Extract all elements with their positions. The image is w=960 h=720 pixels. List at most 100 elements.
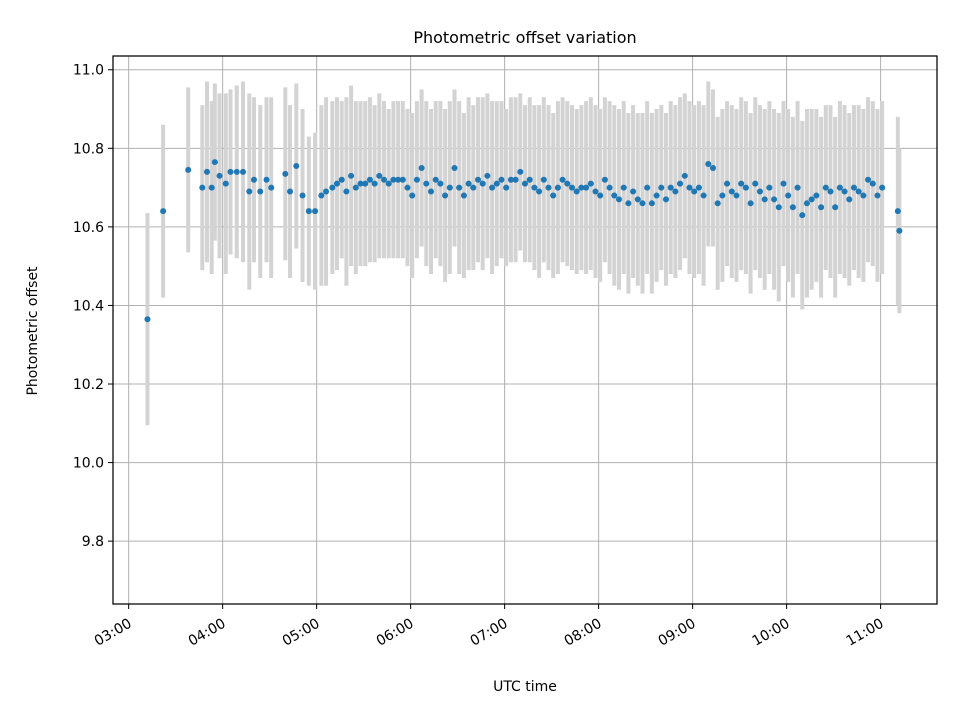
data-point [227, 168, 234, 175]
data-point [203, 168, 210, 175]
data-point [832, 204, 839, 211]
data-point [653, 192, 660, 199]
data-point [695, 184, 702, 191]
data-point [803, 200, 810, 207]
data-point [799, 212, 806, 219]
data-point [409, 192, 416, 199]
data-point [587, 180, 594, 187]
data-point [287, 188, 294, 195]
data-point [611, 192, 618, 199]
data-point [597, 192, 604, 199]
data-point [620, 184, 627, 191]
data-point [385, 180, 392, 187]
data-point [413, 176, 420, 183]
data-point [667, 184, 674, 191]
data-point [233, 168, 240, 175]
data-point [865, 176, 872, 183]
data-point [573, 188, 580, 195]
data-point [752, 180, 759, 187]
data-point [479, 180, 486, 187]
data-point [896, 227, 903, 234]
x-tick-label: 03:00 [92, 616, 135, 650]
data-point [874, 192, 881, 199]
data-point [144, 316, 151, 323]
data-point [869, 180, 876, 187]
data-point [493, 180, 500, 187]
data-point [216, 172, 223, 179]
x-tick-label: 11:00 [844, 616, 887, 650]
data-point [771, 196, 778, 203]
data-point [644, 184, 651, 191]
data-point [818, 204, 825, 211]
data-point [357, 180, 364, 187]
x-axis-label: UTC time [493, 679, 557, 695]
data-point [240, 168, 247, 175]
data-point [894, 208, 901, 215]
data-point [846, 196, 853, 203]
data-point [460, 192, 467, 199]
data-point [293, 162, 300, 169]
point-layer [144, 159, 903, 323]
data-point [503, 184, 510, 191]
data-point [329, 184, 336, 191]
y-tick-label: 10.8 [73, 141, 104, 157]
data-point [257, 188, 264, 195]
data-point [282, 170, 289, 177]
data-point [747, 200, 754, 207]
data-point [568, 184, 575, 191]
data-point [512, 176, 519, 183]
data-point [775, 204, 782, 211]
data-point [334, 180, 341, 187]
data-point [323, 188, 330, 195]
data-point [263, 176, 270, 183]
data-point [199, 184, 206, 191]
data-point [714, 200, 721, 207]
data-point [489, 184, 496, 191]
data-point [338, 176, 345, 183]
data-point [318, 192, 325, 199]
data-point [658, 184, 665, 191]
data-point [343, 188, 350, 195]
data-point [222, 180, 229, 187]
data-point [404, 184, 411, 191]
data-point [719, 192, 726, 199]
data-point [299, 192, 306, 199]
data-point [208, 184, 215, 191]
data-point [395, 176, 402, 183]
x-tick-label: 10:00 [750, 616, 793, 650]
plot-frame [112, 55, 938, 605]
data-point [615, 196, 622, 203]
data-point [442, 192, 449, 199]
data-point [381, 176, 388, 183]
data-point [789, 204, 796, 211]
data-point [564, 180, 571, 187]
data-point [540, 176, 547, 183]
data-point [470, 184, 477, 191]
data-point [662, 196, 669, 203]
x-tick-label: 09:00 [656, 616, 699, 650]
data-point [601, 176, 608, 183]
data-point [860, 192, 867, 199]
data-point [475, 176, 482, 183]
data-point [780, 180, 787, 187]
data-point [841, 188, 848, 195]
y-axis-ticks: 9.8 10.0 10.2 10.4 10.6 10.8 11.0 [73, 63, 113, 550]
data-point [268, 184, 275, 191]
data-point [700, 192, 707, 199]
data-point [677, 180, 684, 187]
x-tick-label: 06:00 [374, 616, 417, 650]
data-point [766, 184, 773, 191]
y-tick-label: 10.2 [73, 377, 104, 393]
data-point [507, 176, 514, 183]
data-point [352, 184, 359, 191]
data-point [785, 192, 792, 199]
data-point [592, 188, 599, 195]
data-point [437, 180, 444, 187]
data-point [761, 196, 768, 203]
x-tick-label: 04:00 [186, 616, 229, 650]
data-point [606, 184, 613, 191]
data-point [545, 184, 552, 191]
y-tick-label: 10.4 [73, 298, 104, 314]
data-point [822, 184, 829, 191]
data-point [724, 180, 731, 187]
